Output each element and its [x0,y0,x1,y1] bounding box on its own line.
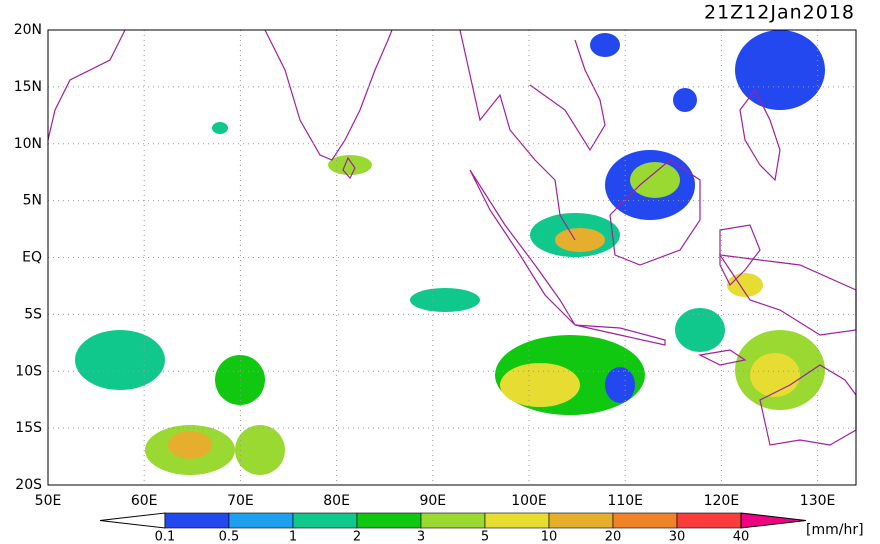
coastline [698,349,747,366]
colorbar-high [740,512,807,529]
colorbar-unit: [mm/hr] [806,522,864,538]
rain-area [675,308,725,352]
lon-label: 130E [800,493,836,509]
lon-label: 60E [131,493,158,509]
colorbar-label: 20 [605,530,622,544]
rain-area [735,30,825,110]
colorbar: 0.1 0.5 1 2 3 5 10 20 30 40 [99,512,807,544]
coastline [264,29,393,161]
rain-areas [75,30,825,475]
rain-area [555,228,605,252]
colorbar-box [356,512,422,529]
rain-area [590,33,620,57]
lon-label: 120E [704,493,740,509]
colorbar-label: 3 [417,530,425,544]
coastline [47,29,126,141]
coastline [459,29,576,241]
rain-area [750,353,800,397]
map-frame [47,29,857,486]
graticule [47,29,856,486]
rain-area [235,425,285,475]
lon-label: 50E [35,493,62,509]
colorbar-label: 0.1 [155,530,176,544]
coastline [739,88,781,182]
rain-area [500,363,580,407]
lon-label: 110E [607,493,643,509]
coastline [719,224,761,287]
colorbar-label: 1 [289,530,297,544]
colorbar-box [292,512,358,529]
colorbar-box [676,512,742,529]
lat-label: 20S [15,477,42,493]
lat-label: 15S [15,420,42,436]
coastline [529,39,606,152]
lon-label: 70E [227,493,254,509]
colorbar-box [164,512,230,529]
coastline [574,324,666,346]
colorbar-low [99,512,166,529]
colorbar-box [484,512,550,529]
colorbar-label: 0.5 [219,530,240,544]
rain-area [410,288,480,312]
lat-label: 5S [24,306,42,322]
colorbar-box [420,512,486,529]
colorbar-label: 2 [353,530,361,544]
map-title: 21Z12Jan2018 [704,2,855,24]
lat-label: 10N [14,136,42,152]
rain-area [673,88,697,112]
lon-label: 90E [419,493,446,509]
colorbar-label: 30 [669,530,686,544]
colorbar-box [548,512,614,529]
lon-label: 100E [511,493,547,509]
rain-area [630,162,680,198]
coastline [609,159,701,266]
lon-label: 80E [323,493,350,509]
colorbar-label: 40 [733,530,750,544]
colorbar-box [612,512,678,529]
coastlines [47,29,857,446]
lat-label: 15N [14,79,42,95]
rain-area [328,155,372,175]
rain-area [75,330,165,390]
colorbar-box [228,512,294,529]
colorbar-label: 5 [481,530,489,544]
lat-label: 5N [23,193,42,209]
rain-area [605,367,635,403]
lat-label: 10S [15,363,42,379]
lat-label: 20N [14,22,42,38]
coastline [342,156,356,180]
rain-area [168,431,212,459]
rain-area [212,122,228,134]
colorbar-label: 10 [541,530,558,544]
lat-label: EQ [22,250,42,266]
